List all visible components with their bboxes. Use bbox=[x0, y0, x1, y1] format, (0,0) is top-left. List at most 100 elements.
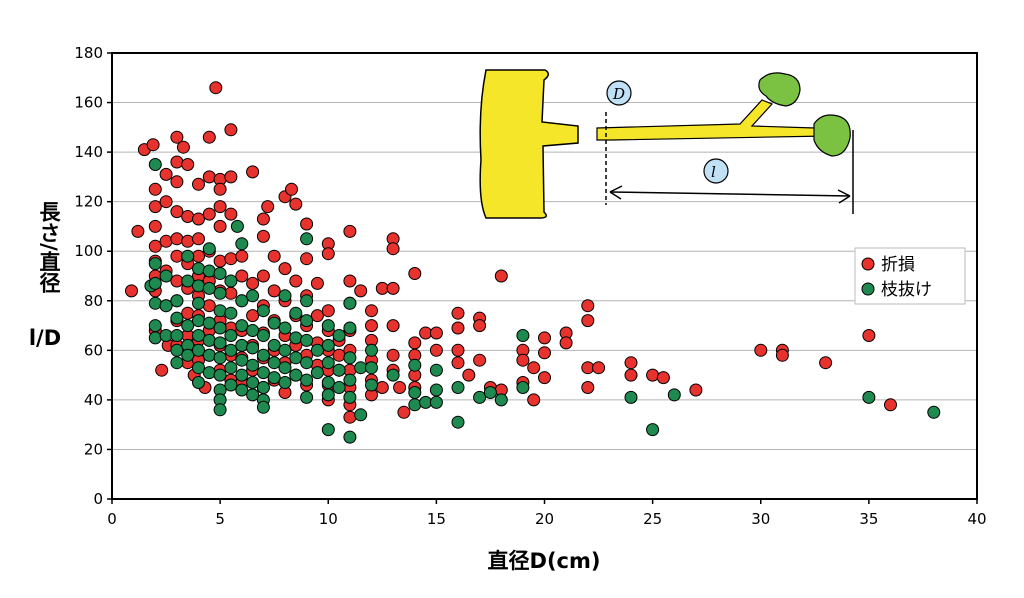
data-point bbox=[646, 368, 660, 382]
data-point bbox=[246, 376, 260, 389]
legend-box bbox=[854, 247, 966, 305]
data-point bbox=[202, 242, 216, 256]
data-point bbox=[213, 403, 227, 417]
data-point bbox=[148, 276, 162, 290]
data-point bbox=[224, 274, 238, 288]
data-point bbox=[256, 366, 270, 380]
data-point bbox=[159, 195, 173, 209]
data-point bbox=[192, 314, 205, 328]
data-point bbox=[429, 343, 443, 357]
x-tick-label: 15 bbox=[427, 510, 446, 528]
data-point bbox=[224, 329, 238, 342]
data-point bbox=[235, 319, 249, 333]
data-point bbox=[246, 309, 260, 323]
data-point bbox=[300, 356, 314, 370]
data-point bbox=[527, 393, 541, 407]
data-point bbox=[289, 331, 303, 345]
data-point bbox=[246, 358, 260, 372]
data-point bbox=[516, 329, 530, 342]
data-point bbox=[213, 351, 227, 365]
data-point bbox=[343, 390, 357, 404]
data-point bbox=[429, 363, 443, 377]
y-axis-title-top: 長さ/直径 bbox=[37, 201, 61, 294]
data-point bbox=[278, 343, 292, 357]
data-point bbox=[170, 329, 184, 342]
data-point bbox=[494, 269, 508, 283]
data-point bbox=[354, 408, 368, 422]
data-point bbox=[146, 138, 160, 152]
data-point bbox=[592, 361, 606, 375]
data-point bbox=[754, 343, 768, 357]
data-point bbox=[170, 274, 184, 288]
data-point bbox=[170, 343, 184, 357]
data-point bbox=[202, 281, 216, 295]
data-point bbox=[148, 331, 162, 345]
data-point bbox=[538, 331, 551, 345]
data-point bbox=[261, 200, 275, 214]
data-point bbox=[170, 249, 184, 263]
data-point bbox=[429, 383, 443, 397]
data-point bbox=[300, 373, 314, 387]
data-point bbox=[300, 333, 314, 347]
data-point bbox=[516, 353, 530, 367]
legend-label-break: 折損 bbox=[881, 255, 915, 275]
data-point bbox=[343, 274, 357, 288]
data-point bbox=[224, 286, 238, 300]
data-point bbox=[256, 304, 270, 318]
data-point bbox=[819, 356, 833, 370]
data-point bbox=[365, 319, 378, 333]
data-point bbox=[202, 130, 216, 144]
data-point bbox=[278, 289, 292, 303]
data-point bbox=[285, 182, 298, 196]
data-point bbox=[289, 274, 303, 288]
data-point bbox=[321, 304, 335, 318]
data-point bbox=[176, 140, 190, 154]
data-point bbox=[235, 269, 249, 283]
data-point bbox=[656, 371, 670, 385]
series-pullout-points bbox=[144, 158, 941, 444]
data-point bbox=[300, 390, 314, 404]
data-point bbox=[332, 329, 346, 342]
data-point bbox=[278, 361, 292, 375]
data-point bbox=[256, 212, 270, 226]
data-point bbox=[131, 224, 145, 238]
data-point bbox=[429, 326, 443, 340]
data-point bbox=[667, 388, 681, 402]
data-point bbox=[213, 286, 227, 300]
data-point bbox=[408, 398, 422, 412]
data-point bbox=[159, 329, 173, 342]
data-point bbox=[192, 329, 205, 342]
legend-label-pullout: 枝抜け bbox=[881, 280, 932, 300]
x-tick-label: 40 bbox=[967, 510, 986, 528]
data-point bbox=[321, 388, 335, 402]
data-point bbox=[202, 366, 216, 380]
diameter-symbol bbox=[606, 80, 632, 106]
data-point bbox=[170, 155, 184, 169]
data-point bbox=[235, 368, 249, 382]
legend-marker-break bbox=[861, 257, 875, 271]
data-point bbox=[581, 361, 595, 375]
data-point bbox=[300, 252, 314, 266]
data-point bbox=[246, 165, 260, 179]
y-tick-label: 0 bbox=[93, 490, 103, 508]
data-point bbox=[224, 170, 238, 184]
data-point bbox=[343, 224, 357, 238]
data-point bbox=[343, 296, 357, 310]
data-point bbox=[451, 321, 465, 335]
data-point bbox=[235, 338, 249, 352]
data-point bbox=[181, 158, 195, 171]
branch-illustration: D l bbox=[479, 69, 854, 219]
data-point bbox=[155, 363, 169, 377]
data-point bbox=[646, 423, 660, 437]
data-point bbox=[386, 348, 400, 362]
x-tick-label: 25 bbox=[643, 510, 662, 528]
data-point bbox=[354, 284, 368, 298]
data-point bbox=[181, 249, 195, 263]
data-point bbox=[624, 356, 638, 370]
data-point bbox=[148, 200, 162, 214]
data-point bbox=[624, 368, 638, 382]
data-point bbox=[159, 269, 173, 283]
data-point bbox=[581, 299, 595, 313]
data-point bbox=[310, 276, 324, 290]
data-point bbox=[170, 130, 184, 144]
